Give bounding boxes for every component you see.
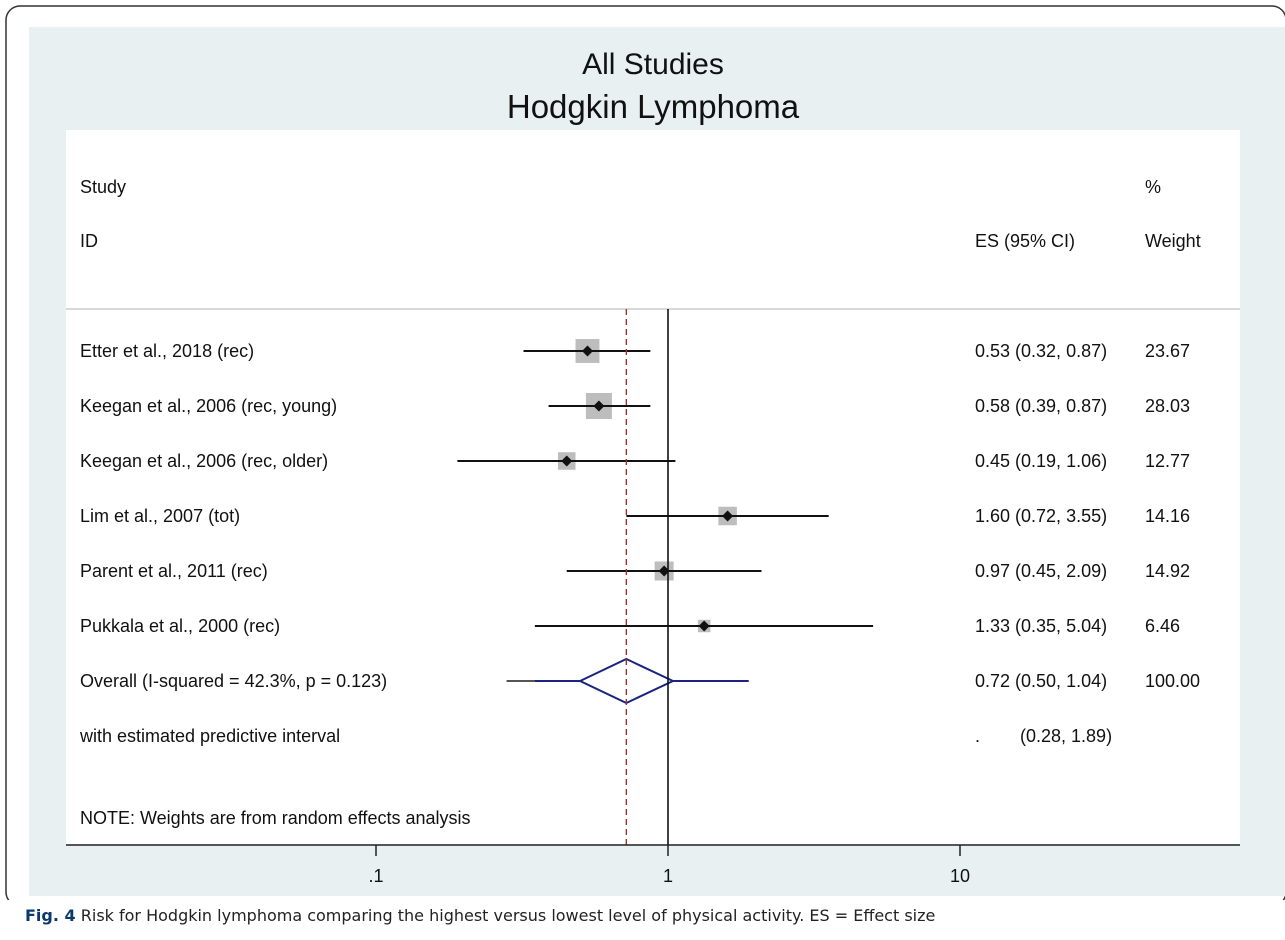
x-tick-label: 10: [950, 866, 970, 886]
study-es-label: 0.58 (0.39, 0.87): [975, 396, 1107, 416]
x-axis-ticks: .1 1 10: [368, 845, 970, 886]
study-es-label: 0.53 (0.32, 0.87): [975, 341, 1107, 361]
predictive-dot: .: [975, 726, 980, 746]
study-weight: 23.67: [1145, 341, 1190, 361]
overall-es-label: 0.72 (0.50, 1.04): [975, 671, 1107, 691]
header-weight-bottom: Weight: [1145, 231, 1201, 251]
study-rows: Etter et al., 2018 (rec) 0.53 (0.32, 0.87…: [80, 341, 1200, 691]
study-weight: 28.03: [1145, 396, 1190, 416]
chart-subtitle: Hodgkin Lymphoma: [507, 88, 800, 125]
forest-plot: All Studies Hodgkin Lymphoma Study ID ES…: [5, 5, 1285, 907]
study-weight: 14.16: [1145, 506, 1190, 526]
point-estimate: [722, 510, 734, 522]
study-es-label: 1.33 (0.35, 5.04): [975, 616, 1107, 636]
study-id: Keegan et al., 2006 (rec, young): [80, 396, 337, 416]
header-weight-top: %: [1145, 177, 1161, 197]
overall-weight: 100.00: [1145, 671, 1200, 691]
point-estimate: [658, 565, 670, 577]
predictive-es-label: (0.28, 1.89): [1020, 726, 1112, 746]
study-id: Lim et al., 2007 (tot): [80, 506, 240, 526]
x-tick-label: 1: [663, 866, 673, 886]
study-es-label: 0.97 (0.45, 2.09): [975, 561, 1107, 581]
point-estimate: [698, 620, 710, 632]
study-id: Parent et al., 2011 (rec): [80, 561, 268, 581]
study-es-label: 0.45 (0.19, 1.06): [975, 451, 1107, 471]
figure-caption: Fig. 4 Risk for Hodgkin lymphoma compari…: [25, 906, 935, 925]
overall-label: Overall (I-squared = 42.3%, p = 0.123): [80, 671, 387, 691]
study-id: Pukkala et al., 2000 (rec): [80, 616, 280, 636]
study-id: Etter et al., 2018 (rec): [80, 341, 254, 361]
study-es-label: 1.60 (0.72, 3.55): [975, 506, 1107, 526]
study-weight: 6.46: [1145, 616, 1180, 636]
predictive-label: with estimated predictive interval: [79, 726, 340, 746]
point-estimate: [581, 345, 593, 357]
plot-marks: [457, 309, 874, 845]
point-estimate: [561, 455, 573, 467]
plot-background: [66, 130, 1240, 844]
header-study-top: Study: [80, 177, 126, 197]
study-id: Keegan et al., 2006 (rec, older): [80, 451, 328, 471]
point-estimate: [593, 400, 605, 412]
header-study-bottom: ID: [80, 231, 98, 251]
caption-text: Risk for Hodgkin lymphoma comparing the …: [80, 906, 936, 925]
caption-label: Fig. 4: [25, 906, 76, 925]
study-weight: 12.77: [1145, 451, 1190, 471]
x-tick-label: .1: [368, 866, 383, 886]
weights-note: NOTE: Weights are from random effects an…: [80, 808, 470, 828]
chart-title: All Studies: [582, 48, 724, 81]
study-weight: 14.92: [1145, 561, 1190, 581]
header-es: ES (95% CI): [975, 231, 1075, 251]
